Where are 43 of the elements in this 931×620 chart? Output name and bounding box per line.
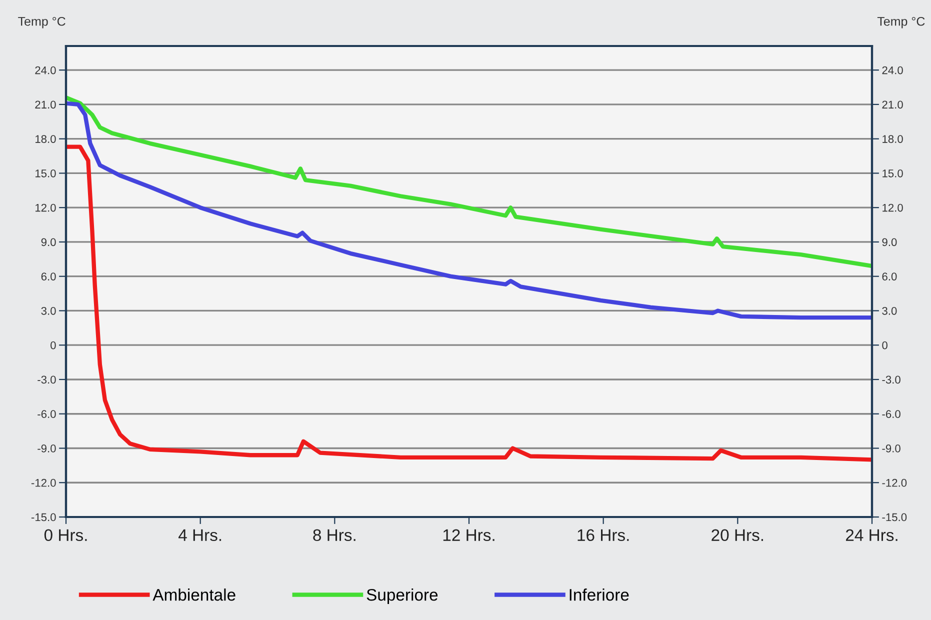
y2-tick-label: -15.0 bbox=[882, 513, 907, 522]
y2-tick-label: 0 bbox=[882, 341, 888, 350]
y-tick-label: -12.0 bbox=[31, 478, 56, 487]
line-series bbox=[66, 144, 872, 462]
y-tick-label: 9.0 bbox=[41, 238, 56, 246]
legend-label: Inferiore bbox=[570, 588, 629, 601]
y2-tick-label: -12.0 bbox=[882, 478, 907, 487]
y2-tick-label: -6.0 bbox=[882, 410, 900, 418]
y2-tick-label: 21.0 bbox=[882, 100, 903, 109]
legend-label: Ambientale bbox=[152, 588, 236, 601]
y2-tick-label: -3.0 bbox=[882, 376, 900, 384]
y2-axis-title: Temp °C bbox=[877, 16, 925, 28]
y2-tick-label: 9.0 bbox=[882, 238, 897, 246]
x-tick-label: 0 Hrs. bbox=[44, 529, 87, 542]
y2-tick-label: 24.0 bbox=[882, 66, 903, 74]
x-tick-label: 24 Hrs. bbox=[846, 529, 898, 542]
x-tick-label: 8 Hrs. bbox=[313, 529, 356, 542]
x-tick-label: 20 Hrs. bbox=[712, 529, 764, 542]
y-tick-label: -6.0 bbox=[38, 410, 56, 418]
y-tick-label: 0 bbox=[50, 341, 56, 350]
y2-tick-label: 18.0 bbox=[882, 135, 903, 143]
y2-tick-label: 3.0 bbox=[882, 306, 897, 315]
y-axis-title: Temp °C bbox=[18, 16, 66, 28]
y2-tick-label: 6.0 bbox=[882, 272, 897, 280]
y-tick-label: 15.0 bbox=[36, 169, 56, 178]
line-series bbox=[66, 101, 872, 320]
y-tick-label: -3.0 bbox=[38, 376, 56, 384]
y-tick-label: 18.0 bbox=[36, 135, 56, 143]
legend-label: Superiore bbox=[366, 588, 438, 604]
y-tick-label: 21.0 bbox=[35, 100, 56, 109]
line-series bbox=[66, 95, 872, 268]
y2-tick-label: 12.0 bbox=[882, 204, 903, 212]
y-tick-label: -9.0 bbox=[38, 444, 56, 452]
y-tick-label: 24.0 bbox=[35, 66, 56, 74]
y2-tick-label: 15.0 bbox=[882, 169, 903, 178]
y-tick-label: 12.0 bbox=[36, 204, 56, 212]
x-tick-label: 16 Hrs. bbox=[578, 529, 629, 542]
y-tick-label: 3.0 bbox=[41, 306, 56, 315]
x-tick-label: 12 Hrs. bbox=[443, 529, 494, 542]
x-tick-label: 4 Hrs. bbox=[178, 529, 222, 542]
y-tick-label: -15.0 bbox=[31, 513, 56, 522]
y2-tick-label: -9.0 bbox=[882, 444, 900, 452]
y-tick-label: 6.0 bbox=[41, 272, 56, 280]
